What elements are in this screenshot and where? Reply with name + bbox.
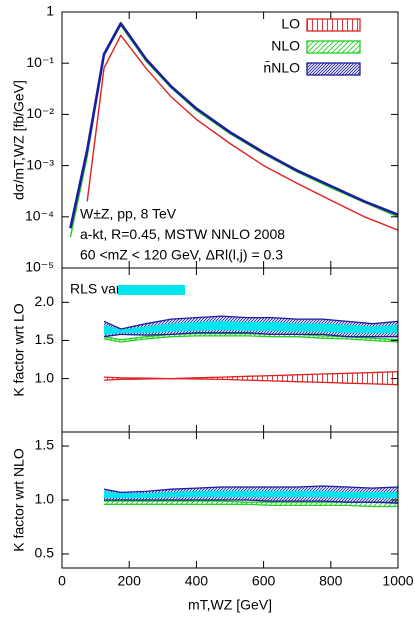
y-axis-label: K factor wrt NLO [11, 448, 27, 552]
x-tick-label: 0 [58, 573, 66, 589]
band-upper [103, 485, 398, 494]
x-tick-label: 600 [252, 573, 276, 589]
band-fill [104, 321, 398, 335]
y-axis-label: K factor wrt LO [11, 303, 27, 396]
line [69, 22, 398, 229]
x-tick-label: 400 [185, 573, 209, 589]
annotation: W±Z, pp, 8 TeV [80, 206, 177, 222]
y-tick-label: 10⁻⁴ [25, 208, 54, 224]
band-fill [104, 333, 398, 342]
legend-label: NLO [271, 38, 300, 54]
x-tick-label: 800 [319, 573, 343, 589]
band-lower [104, 499, 398, 504]
band-upper [103, 371, 398, 380]
y-tick-label: 0.5 [35, 545, 55, 561]
band-lower [104, 503, 398, 508]
band-fill [104, 491, 398, 498]
legend-label: LO [281, 16, 300, 32]
plot-area [103, 315, 398, 386]
x-tick-label: 1000 [382, 573, 413, 589]
y-tick-label: 10⁻² [26, 105, 54, 121]
legend-swatch [306, 40, 361, 54]
y-tick-label: 1 [46, 3, 54, 19]
x-axis-label: mT,WZ [GeV] [188, 597, 272, 613]
y-tick-label: 1.5 [35, 437, 55, 453]
band-lower [103, 329, 398, 335]
y-tick-label: 10⁻¹ [26, 54, 54, 70]
annotation: a-kt, R=0.45, MSTW NNLO 2008 [80, 226, 285, 242]
band-lower [103, 335, 398, 343]
x-tick-label: 200 [118, 573, 142, 589]
annotation: 60 <mZ < 120 GeV, ΔRl(l,j) = 0.3 [80, 247, 283, 263]
y-tick-label: 2.0 [35, 293, 55, 309]
legend-label: n̄NLO [263, 60, 300, 76]
y-tick-label: 1.5 [35, 331, 55, 347]
legend-label: RLS var [70, 281, 121, 297]
band-lower [104, 496, 398, 499]
plot-area [103, 485, 398, 508]
legend-swatch [306, 62, 361, 76]
plot-area [69, 22, 398, 238]
legend-swatch [306, 18, 361, 32]
y-tick-label: 10⁻⁵ [25, 259, 54, 275]
band-upper [103, 321, 398, 331]
y-axis-label: dσ/mT,WZ [fb/GeV] [11, 80, 27, 200]
band-upper [103, 315, 398, 330]
line [86, 34, 398, 231]
y-tick-label: 1.0 [35, 369, 55, 385]
y-tick-label: 10⁻³ [26, 156, 54, 172]
band-lower [103, 377, 398, 386]
band-lower [103, 332, 398, 338]
band-upper [103, 491, 398, 494]
band-fill [104, 371, 398, 385]
y-tick-label: 1.0 [35, 491, 55, 507]
legend-swatch [118, 285, 185, 295]
